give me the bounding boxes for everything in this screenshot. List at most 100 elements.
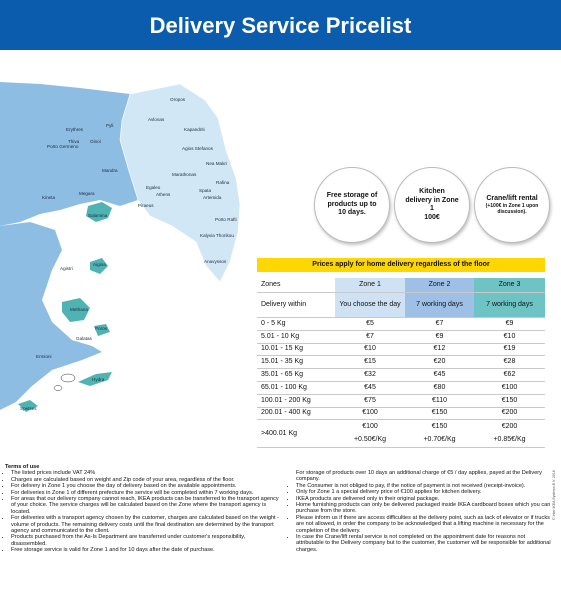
table-cell: €10 xyxy=(335,344,405,356)
cell-text: €150 xyxy=(501,396,518,404)
cell-text: €10 xyxy=(364,345,376,353)
cell-text: €19 xyxy=(503,345,516,353)
table-cell: €75 xyxy=(335,395,405,407)
table-cell: €10 xyxy=(474,331,545,343)
cell-text: 35.01 - 65 Kg xyxy=(261,371,304,379)
cell-surcharge: +0.70€/Kg xyxy=(423,436,456,444)
islet xyxy=(60,373,76,383)
map-label: Oinoi xyxy=(90,139,101,144)
table-row: 65.01 - 100 Kg €45 €80 €100 xyxy=(257,382,545,395)
table-cell: €150 xyxy=(405,408,474,420)
table-cell: €5 xyxy=(335,318,405,330)
terms-item: For deliveries with a transport agency c… xyxy=(11,515,280,534)
map-label: Avlonas xyxy=(148,117,165,122)
table-cell: 100.01 - 200 Kg xyxy=(257,395,335,407)
terms-item: For deliveries in Zone 1 of different pr… xyxy=(11,490,280,496)
cell-text: €75 xyxy=(364,396,376,404)
table-cell: Zone 1 xyxy=(335,278,405,292)
terms-item: The Consumer is not obliged to pay, if t… xyxy=(296,483,552,489)
table-cell: Zones xyxy=(261,281,281,288)
table-cell: €9 xyxy=(474,318,545,330)
highlight-kitchen: Kitchen delivery in Zone 1 100€ xyxy=(394,167,470,243)
cell-text: €28 xyxy=(503,358,516,366)
table-cell: €15 xyxy=(335,356,405,368)
cell-text: 10.01 - 15 Kg xyxy=(261,345,304,353)
table-header-row: Zones Zone 1 Zone 2 Zone 3 xyxy=(257,278,545,293)
table-cell: €100 xyxy=(474,382,545,394)
table-cell: 200.01 - 400 Kg xyxy=(257,408,335,420)
table-banner: Prices apply for home delivery regardles… xyxy=(257,258,545,272)
map-label: Piraeus xyxy=(138,203,154,208)
terms-list: The listed prices include VAT 24%Charges… xyxy=(5,470,280,553)
map-label: Agios Stefanos xyxy=(182,146,214,151)
terms-item: IKEA products are delivered only in thei… xyxy=(296,496,552,502)
table-cell: 35.01 - 65 Kg xyxy=(257,369,335,381)
table-cell: €80 xyxy=(405,382,474,394)
highlight-text: Free storage of products up to 10 days. xyxy=(326,192,378,217)
peloponnese xyxy=(0,222,102,410)
map-label: Porto Rafti xyxy=(215,217,237,222)
islet xyxy=(53,385,63,391)
cell-text: €15 xyxy=(364,358,376,366)
table-cell: 65.01 - 100 Kg xyxy=(257,382,335,394)
table-cell: 5.01 - 10 Kg xyxy=(257,331,335,343)
map-label: Marathonas xyxy=(172,172,197,177)
map-label: Ermioni xyxy=(36,354,52,359)
table-cell: 7 working days xyxy=(405,293,474,317)
map-label: Galatas xyxy=(76,336,93,341)
highlight-crane: Crane/lift rental (+100€ in Zone 1 upon … xyxy=(474,167,550,243)
table-cell: €100 xyxy=(335,408,405,420)
table-cell: You choose the day xyxy=(335,293,405,317)
cell-text: 0 - 5 Kg xyxy=(261,319,286,327)
cell-text: 200.01 - 400 Kg xyxy=(261,409,311,417)
highlight-note: (+100€ in Zone 1 upon discussion). xyxy=(485,203,539,216)
table-cell: €150 xyxy=(474,395,545,407)
table-cell: €100 +0.50€/Kg xyxy=(335,420,405,447)
table-cell: 0 - 5 Kg xyxy=(257,318,335,330)
cell-text: €9 xyxy=(505,319,514,327)
table-cell: €7 xyxy=(335,331,405,343)
attica-zone1 xyxy=(119,83,241,283)
table-row: 15.01 - 35 Kg €15 €20 €28 xyxy=(257,356,545,370)
table-row: 0 - 5 Kg €5 €7 €9 xyxy=(257,318,545,331)
terms-right: For storage of products over 10 days an … xyxy=(290,470,552,553)
table-cell: €62 xyxy=(474,369,545,381)
table-cell: €9 xyxy=(405,331,474,343)
map-label: Aigina xyxy=(93,262,106,267)
map-label: Kapandriti xyxy=(184,127,205,132)
poros xyxy=(94,324,110,336)
map-label: Spetses xyxy=(20,406,37,411)
spetses xyxy=(18,400,38,412)
map-label: Agistri xyxy=(60,266,73,271)
table-cell: €20 xyxy=(405,356,474,368)
cell-text: €45 xyxy=(433,371,446,379)
map-label: Spata xyxy=(199,188,211,193)
map-label: Rafina xyxy=(216,180,230,185)
aigina xyxy=(90,258,108,274)
table-cell: €200 xyxy=(474,408,545,420)
table-cell: €200 +0.85€/Kg xyxy=(474,420,545,447)
terms-item: Please inform us if there are access dif… xyxy=(296,515,552,534)
cell-text: €100 xyxy=(501,383,518,391)
map-label: Salamina xyxy=(88,213,108,218)
cell-text: €5 xyxy=(366,319,374,327)
table-row: 100.01 - 200 Kg €75 €110 €150 xyxy=(257,395,545,408)
table-cell: 10.01 - 15 Kg xyxy=(257,344,335,356)
terms-item: Only for Zone 1 a special delivery price… xyxy=(296,489,552,495)
terms-left: Terms of use The listed prices include V… xyxy=(5,464,280,554)
map-label: Erythres xyxy=(66,127,84,132)
table-cell: 7 working days xyxy=(474,293,545,317)
map-label: Mandra xyxy=(102,168,118,173)
map-label: Porto Germeno xyxy=(47,144,79,149)
table-cell: Zone 3 xyxy=(474,278,545,292)
copyright: © Inter IKEA Systems B.V. 2018 xyxy=(552,470,556,520)
cell-text: €62 xyxy=(503,371,516,379)
table-cell: €45 xyxy=(335,382,405,394)
table-cell: 15.01 - 35 Kg xyxy=(257,356,335,368)
map-label: Pyli xyxy=(106,123,113,128)
header-title: Delivery Service Pricelist xyxy=(0,0,561,50)
cell-text: €20 xyxy=(433,358,446,366)
table-cell: €110 xyxy=(405,395,474,407)
map-label: Kalyvia Thorikou xyxy=(200,233,234,238)
